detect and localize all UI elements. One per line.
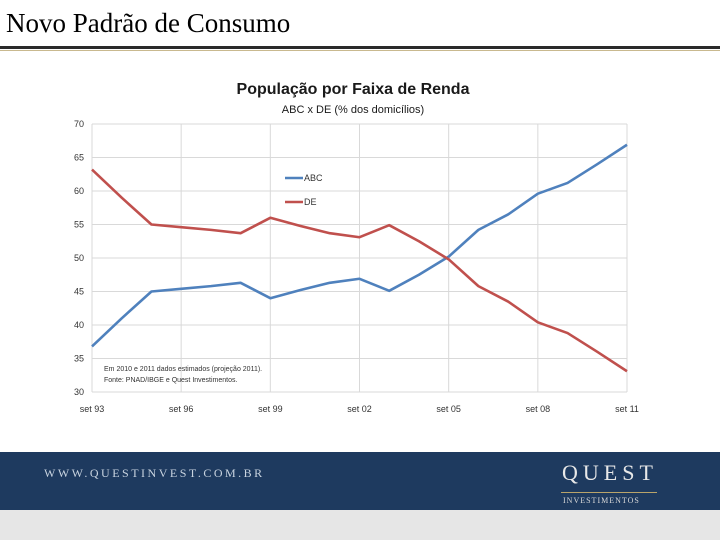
x-tick-label: set 08 [526, 404, 551, 414]
footer-band: WWW.QUESTINVEST.COM.BR QUEST INVESTIMENT… [0, 452, 720, 510]
quest-logo: QUEST [562, 460, 658, 485]
chart-title: População por Faixa de Renda [237, 81, 470, 98]
series-line-abc [91, 143, 628, 348]
x-tick-label: set 96 [169, 404, 194, 414]
title-divider-accent [0, 50, 720, 51]
footer-website-link[interactable]: WWW.QUESTINVEST.COM.BR [44, 466, 265, 480]
y-tick-label: 35 [74, 354, 84, 364]
x-tick-label: set 05 [436, 404, 461, 414]
chart-note-1: Em 2010 e 2011 dados estimados (projeção… [104, 366, 262, 373]
x-tick-label: set 93 [80, 404, 105, 414]
legend-label-abc: ABC [304, 173, 323, 183]
y-tick-label: 45 [74, 287, 84, 297]
chart-legend: ABC DE [285, 173, 323, 207]
bottom-bar [0, 510, 720, 540]
y-tick-label: 60 [74, 186, 84, 196]
y-tick-label: 55 [74, 220, 84, 230]
y-tick-label: 70 [74, 119, 84, 129]
y-tick-label: 65 [74, 153, 84, 163]
logo-divider [561, 492, 657, 493]
chart-series [91, 143, 628, 373]
y-axis-ticks: 30 35 40 45 50 55 60 65 70 [74, 119, 84, 397]
title-divider [0, 46, 720, 49]
y-tick-label: 30 [74, 387, 84, 397]
chart-note-2: Fonte: PNAD/IBGE e Quest Investimentos. [104, 377, 237, 384]
y-tick-label: 40 [74, 320, 84, 330]
chart-grid [91, 123, 628, 393]
quest-logo-subtitle: INVESTIMENTOS [563, 496, 640, 505]
slide-title: Novo Padrão de Consumo [6, 8, 291, 38]
x-tick-label: set 11 [615, 404, 639, 414]
x-tick-label: set 99 [258, 404, 283, 414]
x-tick-label: set 02 [347, 404, 372, 414]
x-axis-ticks: set 93 set 96 set 99 set 02 set 05 set 08 set … [80, 404, 639, 414]
y-tick-label: 50 [74, 253, 84, 263]
legend-label-de: DE [304, 197, 317, 207]
series-line-de [91, 168, 628, 373]
chart-subtitle: ABC x DE (% dos domicílios) [282, 104, 424, 116]
